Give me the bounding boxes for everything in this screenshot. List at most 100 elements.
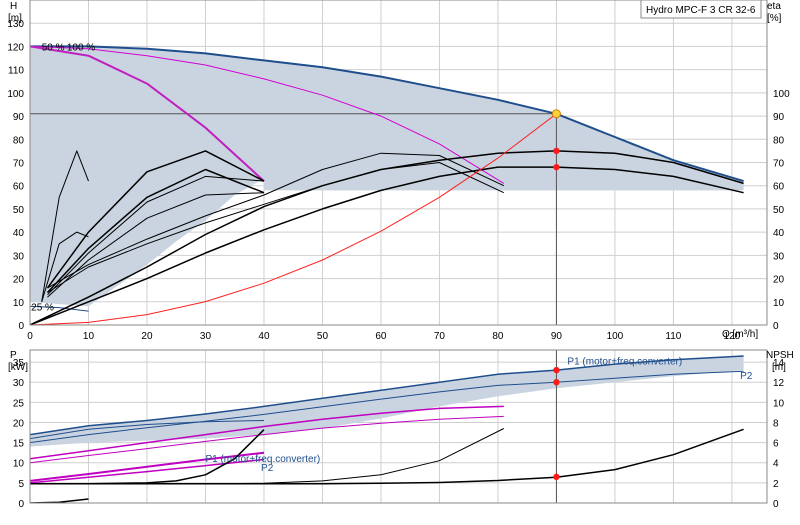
hq-ylabel-unit: [m] [8, 13, 22, 24]
hq-duty-point [551, 109, 561, 119]
hq-xtick-4: 40 [258, 331, 270, 342]
pw-annotation-2: P1 (motor+freq.converter) [205, 454, 320, 465]
hq-ytick-13: 130 [7, 19, 24, 30]
pw-y2tick-6: 12 [773, 378, 785, 389]
pw-y2tick-2: 4 [773, 459, 779, 470]
hq-y2tick-3: 30 [773, 251, 785, 262]
hq-series-12 [41, 231, 89, 302]
pw-y2tick-3: 6 [773, 439, 779, 450]
p-ylabel-unit: [kW] [8, 362, 28, 373]
pw-p2-point [553, 379, 560, 386]
hq-series-4 [30, 166, 744, 325]
hq-series-2 [30, 45, 505, 184]
pw-annotation-0: P1 (motor+freq.converter) [567, 356, 682, 367]
pw-series-3 [30, 405, 504, 460]
hq-series-1 [30, 305, 89, 312]
hq-series-11 [47, 175, 265, 296]
pw-y2tick-1: 2 [773, 479, 779, 490]
hq-ytick-5: 50 [13, 205, 25, 216]
hq-xtick-3: 30 [200, 331, 212, 342]
hq-xtick-0: 0 [27, 331, 33, 342]
pw-plot-area [30, 350, 744, 503]
hq-xlabel: Q [m³/h] [722, 329, 758, 340]
pw-series-1 [30, 370, 744, 444]
hq-y2label-eta: eta [767, 1, 781, 12]
pw-y2tick-0: 0 [773, 499, 779, 510]
hq-title-box: Hydro MPC-F 3 CR 32-6 [640, 0, 762, 19]
hq-y2tick-2: 20 [773, 275, 785, 286]
hq-ytick-10: 100 [7, 89, 24, 100]
hq-y2tick-8: 80 [773, 135, 785, 146]
chart-title: Hydro MPC-F 3 CR 32-6 [646, 5, 756, 16]
pw-ytick-6: 30 [13, 378, 25, 389]
hq-frame [29, 0, 768, 326]
pw-ytick-7: 35 [13, 358, 25, 369]
hq-y2tick-4: 40 [773, 228, 785, 239]
hq-y2tick-10: 100 [773, 89, 790, 100]
hq-xtick-7: 70 [434, 331, 446, 342]
hq-ytick-4: 40 [13, 228, 25, 239]
hq-xtick-6: 60 [375, 331, 387, 342]
hq-xtick-2: 20 [141, 331, 153, 342]
hq-xtick-11: 110 [665, 331, 681, 342]
hq-ytick-9: 90 [13, 112, 25, 123]
hq-series-0 [30, 45, 744, 183]
pw-ytick-0: 0 [18, 499, 24, 510]
hq-xtick-9: 90 [551, 331, 563, 342]
pw-y2tick-7: 14 [773, 358, 785, 369]
npsh-ylabel: NPSH [766, 350, 794, 361]
npsh-ylabel-unit: [m] [772, 362, 786, 373]
pw-annotation-3: P2 [261, 463, 274, 474]
hq-annotation-2: 25 % [31, 302, 54, 313]
hq-y2tick-1: 10 [773, 298, 785, 309]
pw-series-0 [30, 355, 744, 436]
pw-power-band [30, 356, 744, 447]
hq-ytick-8: 80 [13, 135, 25, 146]
hq-xtick-10: 100 [607, 331, 624, 342]
hq-ytick-11: 110 [8, 66, 24, 77]
hq-eta-point-0 [553, 147, 560, 155]
pw-series-5 [30, 451, 265, 482]
hq-ytick-1: 10 [13, 298, 25, 309]
hq-series-6 [47, 162, 505, 293]
pw-ytick-5: 25 [13, 398, 25, 409]
hq-plot: 50 % 100 %25 %010203040506070809010011012… [7, 0, 790, 342]
hq-y2tick-7: 70 [773, 159, 785, 170]
hq-operating-region [30, 46, 744, 307]
hq-ytick-0: 0 [18, 321, 24, 332]
pw-y2tick-4: 8 [773, 418, 779, 429]
pw-series-9 [30, 428, 744, 485]
pw-ytick-1: 5 [18, 479, 24, 490]
hq-xtick-8: 80 [492, 331, 504, 342]
pw-series-2 [30, 420, 265, 440]
hq-series-14 [30, 113, 557, 325]
pw-y2tick-5: 10 [773, 398, 785, 409]
hq-y2tick-6: 60 [773, 182, 785, 193]
pw-ytick-2: 10 [13, 459, 25, 470]
hq-series-13 [41, 150, 89, 302]
hq-series-3 [30, 45, 265, 182]
pw-annotation-1: P2 [740, 371, 753, 382]
hq-eta-point-1 [553, 163, 560, 171]
pw-ytick-3: 15 [13, 439, 25, 450]
hq-annotation-1: 100 % [67, 42, 95, 53]
hq-series-10 [47, 192, 265, 298]
hq-y2tick-5: 50 [773, 205, 785, 216]
hq-y2label-unit: [%] [767, 13, 782, 24]
hq-ytick-6: 60 [13, 182, 25, 193]
pw-p1-point [553, 366, 560, 374]
pw-frame [29, 349, 768, 504]
hq-ytick-7: 70 [13, 159, 25, 170]
pw-npsh-point [553, 473, 560, 481]
hq-xtick-5: 50 [317, 331, 329, 342]
hq-ytick-2: 20 [13, 275, 25, 286]
hq-y2tick-0: 0 [773, 321, 779, 332]
hq-y2tick-9: 90 [773, 112, 785, 123]
hq-series-9 [46, 150, 265, 289]
p-ylabel: P [10, 350, 17, 361]
pw-ytick-4: 20 [13, 418, 25, 429]
hq-plot-area [30, 45, 744, 325]
hq-xtick-1: 10 [83, 331, 95, 342]
